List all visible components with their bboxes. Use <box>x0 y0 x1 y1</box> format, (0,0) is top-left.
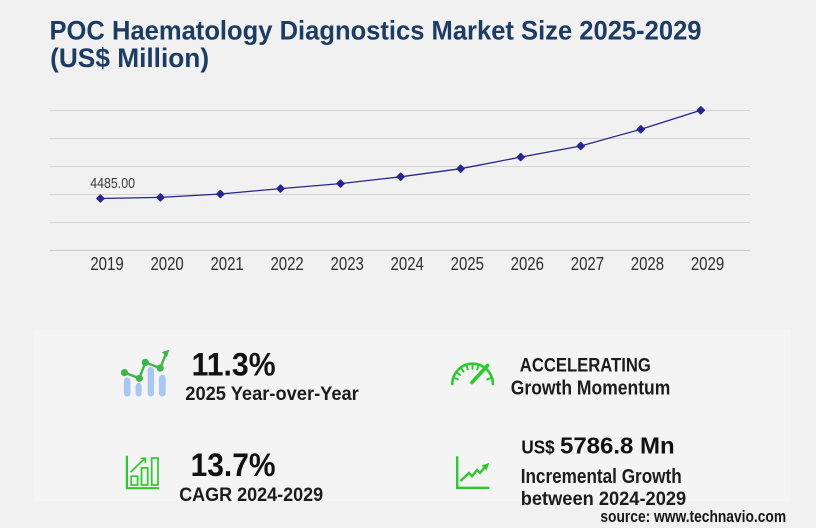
svg-text:2020: 2020 <box>150 253 183 274</box>
svg-text:2025 Year-over-Year: 2025 Year-over-Year <box>185 383 359 405</box>
svg-text:2028: 2028 <box>631 253 664 274</box>
svg-text:2021: 2021 <box>210 253 243 274</box>
svg-text:US$: US$ <box>521 437 554 457</box>
svg-text:2026: 2026 <box>511 253 544 274</box>
svg-text:2024: 2024 <box>391 253 424 274</box>
svg-text:13.7%: 13.7% <box>191 447 276 483</box>
svg-text:(US$ Million): (US$ Million) <box>50 43 209 73</box>
svg-text:2027: 2027 <box>571 253 604 274</box>
svg-text:4485.00: 4485.00 <box>90 176 135 192</box>
svg-text:2022: 2022 <box>270 253 303 274</box>
svg-text:5786.8 Mn: 5786.8 Mn <box>560 432 675 458</box>
svg-text:ACCELERATING: ACCELERATING <box>520 354 651 376</box>
svg-text:between 2024-2029: between 2024-2029 <box>521 488 687 510</box>
svg-text:2023: 2023 <box>331 253 364 274</box>
svg-text:Incremental Growth: Incremental Growth <box>521 466 682 488</box>
svg-text:11.3%: 11.3% <box>192 347 276 383</box>
svg-text:2029: 2029 <box>691 253 724 274</box>
svg-text:source: www.technavio.com: source: www.technavio.com <box>600 508 786 526</box>
svg-text:CAGR 2024-2029: CAGR 2024-2029 <box>179 484 323 506</box>
svg-text:2025: 2025 <box>451 253 484 274</box>
svg-text:POC Haematology Diagnostics Ma: POC Haematology Diagnostics Market Size … <box>50 16 702 46</box>
svg-text:Growth Momentum: Growth Momentum <box>511 377 671 400</box>
svg-text:2019: 2019 <box>90 253 123 274</box>
